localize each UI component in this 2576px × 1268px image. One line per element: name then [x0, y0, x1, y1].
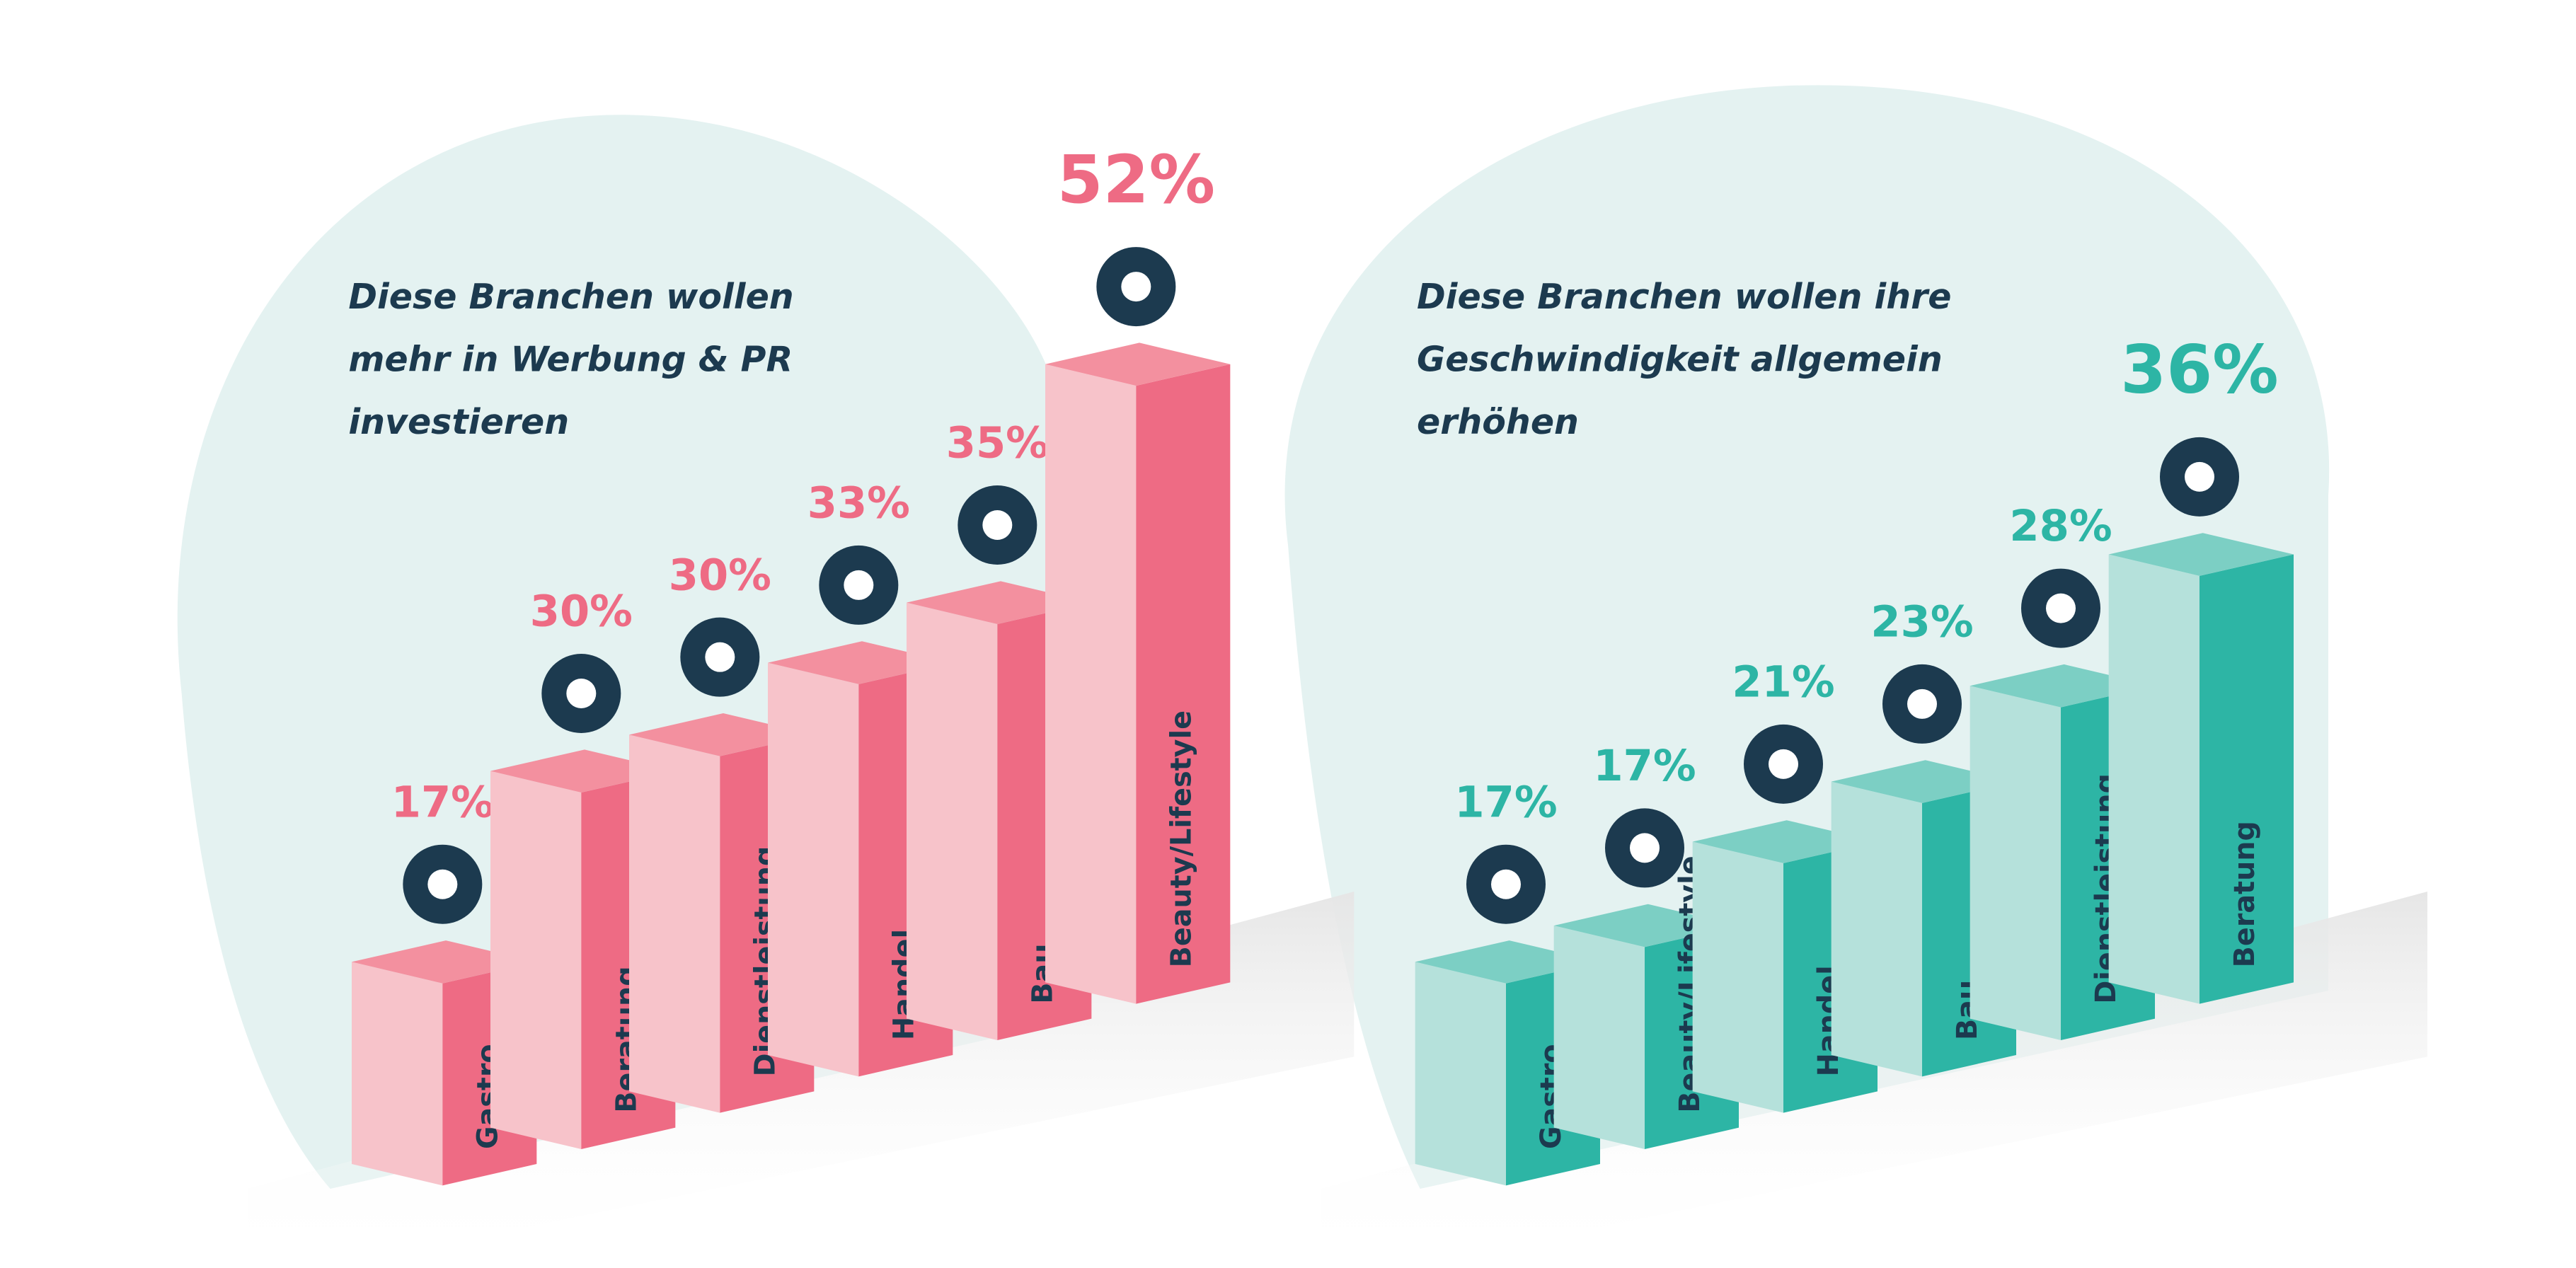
bar-front	[490, 771, 582, 1149]
value-label: 17%	[1454, 778, 1557, 827]
value-label: 17%	[391, 778, 494, 827]
icon-detail	[427, 869, 458, 899]
bar-side	[1136, 364, 1231, 1004]
icon-detail	[705, 642, 735, 672]
chart-title: erhöhen	[1417, 402, 1579, 442]
bar-front	[1970, 686, 2061, 1040]
bar	[2108, 533, 2294, 1004]
chart-title: mehr in Werbung & PR	[348, 339, 793, 379]
bar-front	[1831, 781, 1922, 1077]
chart-title: Diese Branchen wollen	[348, 277, 793, 317]
value-label: 28%	[2009, 502, 2112, 551]
bar-front	[1692, 841, 1783, 1113]
category-label: Beauty/Lifestyle	[1165, 710, 1197, 967]
chart-title: Geschwindigkeit allgemein	[1417, 339, 1943, 379]
bar-front	[1553, 926, 1645, 1149]
bar-front	[907, 602, 998, 1040]
icon-detail	[2046, 593, 2076, 623]
icon-detail	[1121, 272, 1151, 302]
bar-side	[2200, 554, 2294, 1004]
value-label: 30%	[669, 551, 771, 600]
bar-front	[768, 662, 859, 1077]
value-label: 17%	[1593, 742, 1696, 791]
icon-detail	[1907, 688, 1937, 719]
category-label: Beratung	[2229, 821, 2261, 967]
value-label: 33%	[807, 479, 910, 529]
value-label: 30%	[530, 587, 633, 637]
bar-front	[1415, 962, 1506, 1186]
bar-top	[1045, 342, 1231, 386]
bar	[1045, 342, 1231, 1004]
icon-detail	[1630, 833, 1660, 863]
value-label: 35%	[946, 419, 1049, 468]
value-label: 36%	[2120, 332, 2278, 409]
bar-front	[629, 734, 720, 1113]
icon-detail	[2185, 461, 2214, 492]
bar-top	[2108, 533, 2294, 576]
value-label: 52%	[1057, 142, 1215, 219]
icon-detail	[1491, 869, 1521, 899]
bar-front	[1045, 364, 1137, 1004]
icon-detail	[982, 510, 1013, 540]
chart-title: investieren	[348, 402, 569, 442]
icon-detail	[844, 570, 874, 600]
icon-detail	[1769, 749, 1798, 779]
icon-detail	[566, 679, 597, 708]
bar-front	[2108, 554, 2200, 1004]
value-label: 21%	[1732, 657, 1834, 707]
bar-front	[352, 962, 443, 1186]
value-label: 23%	[1870, 598, 1973, 647]
chart-title: Diese Branchen wollen ihre	[1417, 277, 1952, 317]
